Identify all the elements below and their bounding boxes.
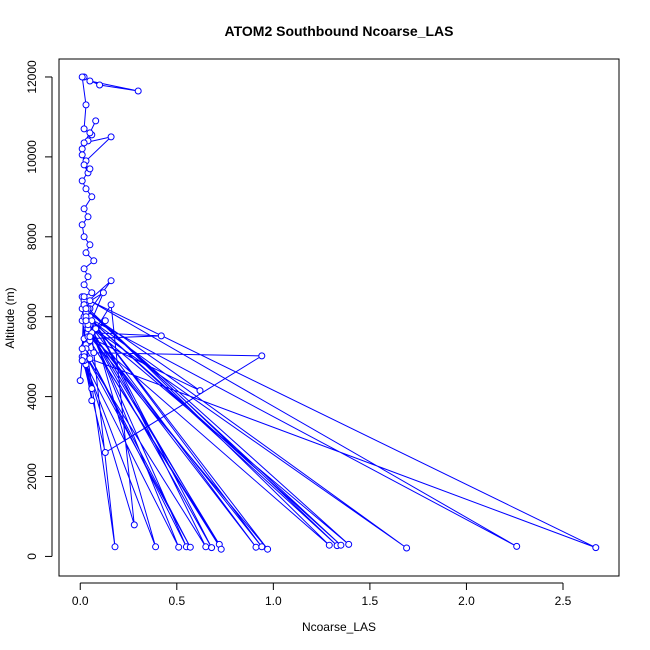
data-point: [107, 301, 115, 309]
data-point: [80, 205, 88, 213]
x-tick-label: 0.0: [72, 594, 89, 608]
data-point: [82, 317, 90, 325]
data-point: [78, 145, 86, 153]
data-point: [86, 129, 94, 137]
data-point: [107, 277, 115, 285]
data-point: [403, 544, 411, 552]
y-tick-label: 4000: [25, 383, 39, 410]
y-tick-label: 0: [25, 553, 39, 560]
data-point: [80, 293, 88, 301]
data-point: [86, 241, 94, 249]
data-point: [86, 297, 94, 305]
x-tick-label: 1.0: [265, 594, 282, 608]
data-point: [186, 543, 194, 551]
chart-title: ATOM2 Southbound Ncoarse_LAS: [225, 23, 454, 39]
data-point: [86, 333, 94, 341]
x-axis: 0.0 0.5 1.0 1.5 2.0 2.5: [72, 582, 572, 608]
data-point: [82, 101, 90, 109]
data-point: [78, 177, 86, 185]
data-point: [84, 213, 92, 221]
data-point: [325, 541, 333, 549]
data-point: [86, 355, 94, 363]
data-point: [337, 541, 345, 549]
data-point: [88, 289, 96, 297]
data-point: [252, 543, 260, 551]
data-point: [157, 332, 165, 340]
data-point: [175, 543, 183, 551]
data-point: [99, 289, 107, 297]
data-point: [88, 385, 96, 393]
data-point: [80, 125, 88, 133]
data-point: [76, 377, 84, 385]
data-point: [130, 521, 138, 529]
data-point: [82, 305, 90, 313]
y-tick-label: 10000: [25, 140, 39, 174]
data-point: [152, 543, 160, 551]
data-point: [217, 545, 225, 553]
data-point: [80, 233, 88, 241]
data-point: [345, 540, 353, 548]
y-axis-label: Altitude (m): [3, 287, 17, 348]
x-axis-label: Ncoarse_LAS: [302, 620, 376, 634]
data-point: [196, 387, 204, 395]
data-point: [101, 317, 109, 325]
y-axis: 0 2000 4000 6000 8000 10000 12000: [25, 60, 53, 560]
data-point: [86, 77, 94, 85]
data-point: [111, 543, 119, 551]
data-point: [78, 73, 86, 81]
data-point: [258, 352, 266, 360]
data-point: [84, 273, 92, 281]
data-point: [80, 161, 88, 169]
y-tick-label: 12000: [25, 60, 39, 94]
series-layer: [76, 73, 600, 553]
y-tick-label: 6000: [25, 303, 39, 330]
data-point: [88, 193, 96, 201]
data-point: [82, 249, 90, 257]
data-point: [80, 139, 88, 147]
data-point: [208, 544, 216, 552]
data-point: [86, 165, 94, 173]
data-point: [202, 543, 210, 551]
series-line: [79, 76, 597, 550]
x-tick-label: 0.5: [168, 594, 185, 608]
data-point: [107, 133, 115, 141]
data-point: [258, 543, 266, 551]
data-point: [78, 221, 86, 229]
data-point: [88, 397, 96, 405]
y-tick-label: 2000: [25, 463, 39, 490]
data-point: [78, 151, 86, 159]
x-tick-label: 1.5: [362, 594, 379, 608]
data-point: [82, 185, 90, 193]
data-point: [513, 542, 521, 550]
plot-frame: [58, 58, 620, 577]
x-tick-label: 2.0: [458, 594, 475, 608]
data-point: [90, 257, 98, 265]
data-point: [592, 544, 600, 552]
data-point: [134, 87, 142, 95]
data-point: [80, 265, 88, 273]
data-point: [90, 349, 98, 357]
data-point: [101, 449, 109, 456]
data-point: [264, 545, 272, 553]
data-point: [78, 357, 86, 365]
data-point: [92, 117, 100, 125]
x-tick-label: 2.5: [555, 594, 572, 608]
data-point: [96, 81, 104, 89]
y-tick-label: 8000: [25, 223, 39, 250]
data-point: [78, 345, 86, 353]
data-point: [80, 281, 88, 289]
